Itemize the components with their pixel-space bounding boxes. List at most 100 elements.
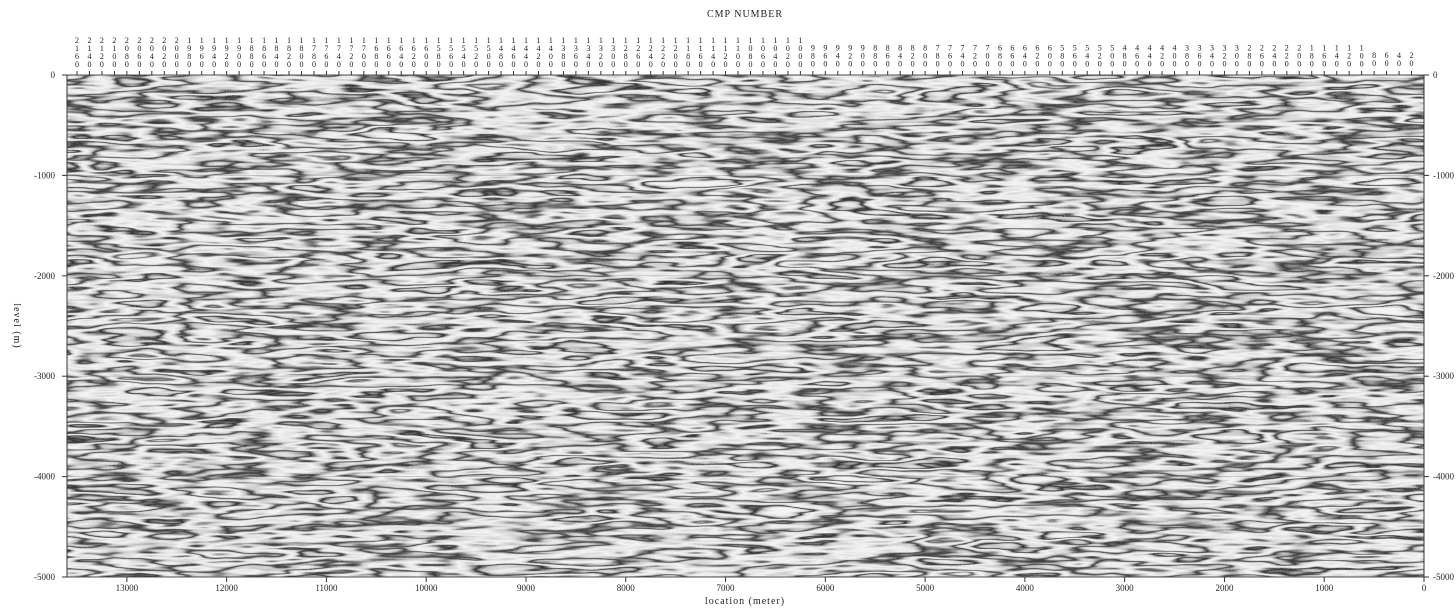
- x2-tick-label: 1500: [484, 36, 493, 68]
- x-tick-label: 2000: [1215, 583, 1234, 593]
- x2-tick-label: 300: [1232, 44, 1241, 68]
- x2-tick-label: 1580: [434, 36, 443, 68]
- x2-tick-label: 940: [833, 44, 842, 68]
- x2-tick-label: 440: [1145, 44, 1154, 68]
- x2-tick-label: 180: [1307, 44, 1316, 68]
- x2-tick-label: 460: [1133, 44, 1142, 68]
- x2-tick-label: 260: [1257, 44, 1266, 68]
- x2-tick-label: 2000: [172, 36, 181, 68]
- x2-tick-label: 1420: [534, 36, 543, 68]
- x2-tick-label: 660: [1008, 44, 1017, 68]
- x2-tick-label: 1540: [459, 36, 468, 68]
- y-tick-label: -5000: [34, 572, 55, 582]
- x-tick-label: 13000: [116, 583, 139, 593]
- y2-tick-label: -3000: [1433, 371, 1454, 381]
- x2-tick-label: 1880: [247, 36, 256, 68]
- x2-tick-label: 1800: [297, 36, 306, 68]
- x2-tick-label: 1460: [509, 36, 518, 68]
- x2-tick-label: 420: [1158, 44, 1167, 68]
- x2-tick-label: 1000: [796, 36, 805, 68]
- x2-tick-label: 280: [1245, 44, 1254, 68]
- x2-tick-label: 80: [1370, 51, 1379, 67]
- x2-tick-label: 800: [921, 44, 930, 68]
- x2-tick-label: 640: [1020, 44, 1029, 68]
- seismic-texture: [67, 75, 1424, 577]
- x2-tick-label: 1960: [197, 36, 206, 68]
- x2-tick-label: 900: [858, 44, 867, 68]
- x2-tick-label: 2160: [72, 36, 81, 68]
- x2-tick-label: 1740: [334, 36, 343, 68]
- x2-tick-label: 1300: [609, 36, 618, 68]
- x2-tick-label: 760: [946, 44, 955, 68]
- x2-tick-label: 1920: [222, 36, 231, 68]
- x2-tick-label: 2140: [85, 36, 94, 68]
- x-tick-label: 0: [1422, 583, 1427, 593]
- x2-tick-label: 980: [808, 44, 817, 68]
- x2-tick-label: 1860: [260, 36, 269, 68]
- x2-tick-label: 40: [1395, 51, 1404, 67]
- x2-tick-label: 1100: [734, 36, 743, 68]
- y2-tick-label: -2000: [1433, 271, 1454, 281]
- x2-tick-label: 1360: [571, 36, 580, 68]
- x2-tick-label: 1680: [372, 36, 381, 68]
- x2-tick-label: 1280: [621, 36, 630, 68]
- x2-tick-label: 600: [1045, 44, 1054, 68]
- x2-axis-title: CMP NUMBER: [707, 9, 783, 20]
- x2-tick-label: 240: [1270, 44, 1279, 68]
- x-tick-label: 5000: [916, 583, 935, 593]
- x2-tick-label: 340: [1207, 44, 1216, 68]
- x2-tick-label: 720: [970, 44, 979, 68]
- x2-tick-label: 1040: [771, 36, 780, 68]
- x2-tick-label: 1560: [447, 36, 456, 68]
- x2-tick-label: 2100: [110, 36, 119, 68]
- x-tick-label: 12000: [215, 583, 238, 593]
- x2-tick-label: 920: [846, 44, 855, 68]
- x2-tick-label: 740: [958, 44, 967, 68]
- x2-tick-label: 1120: [721, 36, 730, 68]
- x2-tick-label: 960: [821, 44, 830, 68]
- y-tick-label: -2000: [34, 271, 55, 281]
- y-axis-title: level (m): [11, 303, 22, 348]
- y-tick-label: -4000: [34, 472, 55, 482]
- x2-tick-label: 2120: [97, 36, 106, 68]
- x2-tick-label: 520: [1095, 44, 1104, 68]
- x2-tick-label: 840: [896, 44, 905, 68]
- x2-tick-label: 1060: [758, 36, 767, 68]
- x2-tick-label: 860: [883, 44, 892, 68]
- x2-tick-label: 1660: [384, 36, 393, 68]
- x2-tick-label: 200: [1295, 44, 1304, 68]
- x2-tick-label: 1320: [596, 36, 605, 68]
- x2-tick-label: 140: [1332, 44, 1341, 68]
- x2-tick-label: 380: [1183, 44, 1192, 68]
- x2-tick-label: 700: [983, 44, 992, 68]
- y-tick-label: 0: [51, 70, 56, 80]
- x2-tick-label: 2080: [122, 36, 131, 68]
- x2-tick-label: 500: [1108, 44, 1117, 68]
- x-tick-label: 3000: [1116, 583, 1135, 593]
- x-tick-label: 4000: [1016, 583, 1035, 593]
- x-tick-label: 7000: [717, 583, 736, 593]
- x2-tick-label: 1700: [359, 36, 368, 68]
- x2-tick-label: 820: [908, 44, 917, 68]
- x2-tick-label: 1780: [309, 36, 318, 68]
- x2-tick-label: 540: [1083, 44, 1092, 68]
- y-tick-label: -3000: [34, 371, 55, 381]
- x-axis-title: location (meter): [705, 596, 785, 607]
- x2-tick-label: 1240: [646, 36, 655, 68]
- x2-tick-label: 1220: [659, 36, 668, 68]
- x-tick-label: 11000: [315, 583, 338, 593]
- x2-tick-label: 1340: [584, 36, 593, 68]
- x2-tick-label: 580: [1058, 44, 1067, 68]
- x2-tick-label: 1180: [684, 36, 693, 68]
- x2-tick-label: 1160: [696, 36, 705, 68]
- x2-tick-label: 2040: [147, 36, 156, 68]
- x2-tick-label: 1640: [397, 36, 406, 68]
- y2-tick-label: 0: [1433, 70, 1438, 80]
- y2-tick-label: -5000: [1433, 572, 1454, 582]
- x2-tick-label: 1260: [634, 36, 643, 68]
- x2-tick-label: 1440: [521, 36, 530, 68]
- x2-tick-label: 560: [1070, 44, 1079, 68]
- x-tick-label: 9000: [517, 583, 536, 593]
